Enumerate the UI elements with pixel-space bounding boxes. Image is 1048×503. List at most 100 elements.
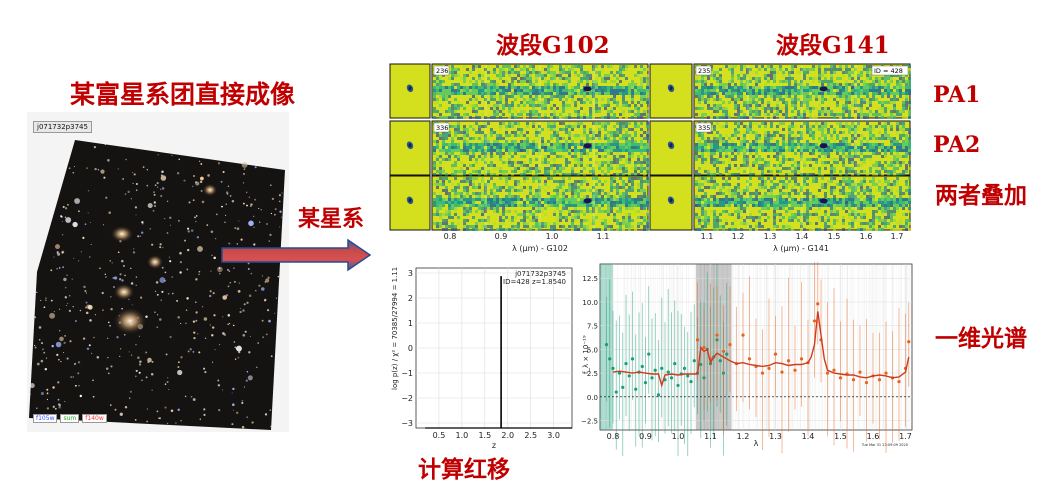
legend-f140w: f140w bbox=[82, 414, 107, 423]
g141-tick-1: 1.2 bbox=[732, 232, 745, 241]
spec-point bbox=[634, 387, 638, 391]
spec-point bbox=[653, 368, 657, 372]
spec2d-id-box bbox=[433, 65, 450, 76]
pa1-label: PA1 bbox=[933, 82, 981, 108]
pz-xtick: 2.0 bbox=[501, 431, 514, 440]
spec-xtick: 1.5 bbox=[834, 432, 847, 441]
spec-point bbox=[666, 370, 670, 374]
spec-point bbox=[741, 333, 745, 337]
redshift-pz-chart: j071732p3745 ID=428 z=1.8540 log p(z) / … bbox=[391, 267, 573, 450]
spec2d-panel bbox=[431, 175, 649, 231]
spec2d-panel bbox=[389, 63, 431, 119]
spec2d-id-g102: 236 bbox=[436, 67, 448, 75]
filter-legend: f105w sum f140w bbox=[33, 414, 107, 423]
spec-point bbox=[660, 366, 664, 370]
spec-point bbox=[877, 378, 882, 382]
spec2d-panel bbox=[693, 175, 911, 231]
redshift-label: 计算红移 bbox=[418, 456, 510, 483]
spec-point bbox=[858, 370, 862, 374]
band-g102-title: 波段G102 bbox=[496, 32, 610, 59]
spec-point bbox=[728, 343, 732, 347]
galaxy-label: 某星系 bbox=[298, 206, 365, 232]
legend-f105w: f105w bbox=[33, 414, 58, 423]
spec-point bbox=[617, 371, 622, 375]
spec-point bbox=[725, 352, 729, 356]
spec-point bbox=[624, 362, 628, 366]
spec-ytick: 7.5 bbox=[587, 323, 598, 331]
spec-point bbox=[682, 366, 687, 370]
spec-point bbox=[825, 371, 830, 375]
spec-xtick: 1.6 bbox=[867, 432, 880, 441]
spec-timestamp: Tue Mar 31 23:09:09 2020 bbox=[861, 443, 908, 447]
pz-ytick: 2 bbox=[408, 294, 413, 303]
spec2d-id-g141: 335 bbox=[698, 124, 710, 132]
spec-point bbox=[604, 343, 609, 347]
spec-point bbox=[692, 359, 696, 363]
spec-point bbox=[643, 380, 648, 385]
spec2d-id-box bbox=[695, 122, 712, 133]
object-id-box bbox=[871, 65, 909, 76]
spec-point bbox=[695, 338, 700, 342]
g141-tick-2: 1.3 bbox=[764, 232, 777, 241]
spec-point bbox=[721, 349, 726, 353]
spec-point bbox=[686, 374, 690, 378]
pz-ytick: −2 bbox=[401, 394, 413, 403]
spec-point bbox=[647, 352, 651, 356]
spec2d-panel bbox=[693, 63, 911, 119]
spec-point bbox=[614, 390, 618, 394]
pz-curve bbox=[425, 276, 572, 429]
pz-info: ID=428 z=1.8540 bbox=[503, 278, 566, 286]
spec-point bbox=[611, 366, 615, 370]
spec-point bbox=[793, 368, 797, 372]
cluster-image-title: 某富星系团直接成像 bbox=[70, 80, 296, 109]
pz-xtick: 1.0 bbox=[456, 431, 469, 440]
spec-point bbox=[786, 359, 791, 363]
spec-point bbox=[780, 370, 784, 374]
spec-xtick: 1.0 bbox=[672, 432, 685, 441]
spec2d-panel bbox=[431, 63, 649, 119]
spec-point bbox=[715, 333, 719, 337]
spec-ytick: −2.5 bbox=[581, 418, 598, 426]
g102-tick-2: 1.0 bbox=[546, 232, 559, 241]
spec2d-id-g102: 336 bbox=[436, 124, 448, 132]
spec-ytick: 12.5 bbox=[582, 275, 598, 283]
spec-point bbox=[656, 393, 661, 397]
g102-xlabel: λ (μm) - G102 bbox=[512, 244, 568, 253]
spec2d-panel bbox=[389, 120, 431, 176]
spec-ylabel: f_λ × 10⁻¹⁹ bbox=[582, 335, 590, 374]
spectrum-1d-label: 一维光谱 bbox=[935, 325, 1027, 352]
spec2d-panel bbox=[649, 175, 693, 231]
spec-ytick: 5.0 bbox=[587, 346, 598, 354]
spec-xtick: 1.7 bbox=[899, 432, 912, 441]
object-id-label: ID = 428 bbox=[874, 67, 903, 75]
spec-point bbox=[907, 340, 911, 344]
spec-point bbox=[747, 357, 752, 361]
pz-ytick: 1 bbox=[408, 319, 413, 328]
spec-point bbox=[767, 366, 771, 370]
spec-model-line bbox=[612, 311, 910, 388]
g141-tick-0: 1.1 bbox=[701, 232, 714, 241]
spec-point bbox=[812, 319, 817, 323]
g102-tick-3: 1.1 bbox=[597, 232, 610, 241]
spectra-2d-figure: 236 235 ID = 428 336 335 0.8 0.9 1.0 1.1 λ (… bbox=[389, 63, 912, 253]
g141-xlabel: λ (μm) - G141 bbox=[773, 244, 829, 253]
spec-point bbox=[816, 302, 820, 306]
spec2d-panel bbox=[389, 175, 431, 231]
g141-tick-4: 1.5 bbox=[828, 232, 841, 241]
spec-point bbox=[760, 371, 765, 375]
g141-tick-3: 1.4 bbox=[796, 232, 809, 241]
spec-point bbox=[884, 371, 888, 375]
spec-point bbox=[832, 368, 836, 372]
spec-point bbox=[630, 357, 635, 361]
field-id-badge: j071732p3745 bbox=[33, 121, 92, 133]
pz-field-id: j071732p3745 bbox=[514, 270, 566, 278]
spec-xtick: 1.3 bbox=[769, 432, 782, 441]
pz-xtick: 1.5 bbox=[478, 431, 491, 440]
pz-xtick: 2.5 bbox=[524, 431, 537, 440]
spec-point bbox=[669, 376, 674, 380]
spec-xlabel: λ bbox=[754, 439, 759, 448]
g102-tick-1: 0.9 bbox=[495, 232, 508, 241]
spec-point bbox=[702, 345, 706, 350]
spec-point bbox=[838, 376, 843, 380]
pa2-label: PA2 bbox=[933, 132, 981, 158]
